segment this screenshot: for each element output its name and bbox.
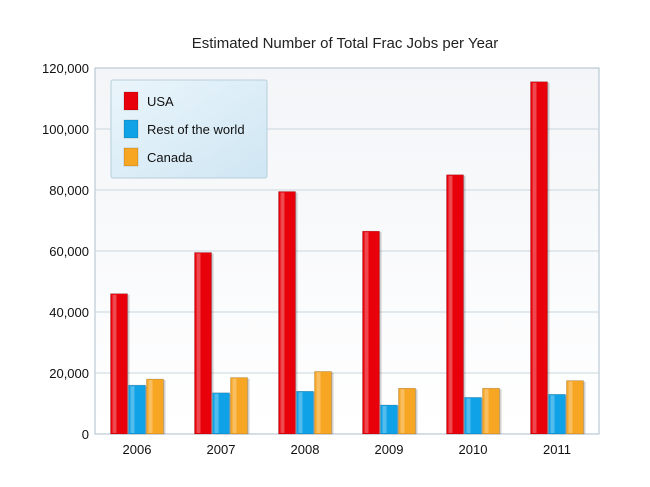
x-tick-label: 2006 xyxy=(123,442,152,457)
legend-label: Canada xyxy=(147,150,193,165)
x-tick-label: 2007 xyxy=(207,442,236,457)
bar-usa-2010 xyxy=(446,174,464,435)
bar-canada-2008 xyxy=(314,371,332,435)
legend-swatch xyxy=(123,147,139,167)
legend-swatch xyxy=(123,119,139,139)
x-tick-label: 2009 xyxy=(375,442,404,457)
bar-canada-2011 xyxy=(566,380,584,435)
bar-highlight xyxy=(148,380,153,433)
y-axis-ticks: 0 20,000 40,000 60,000 80,000 100,000 120,000 xyxy=(42,61,89,442)
bar-highlight xyxy=(466,398,471,433)
bars xyxy=(110,81,586,435)
bar-canada-2010 xyxy=(482,387,500,435)
y-tick-label: 20,000 xyxy=(49,366,89,381)
bar-usa-2009 xyxy=(362,230,380,435)
x-tick-label: 2011 xyxy=(543,442,571,457)
bar-usa-2011 xyxy=(530,81,548,435)
bar-highlight xyxy=(382,406,387,433)
legend-box xyxy=(110,79,268,179)
bar-rest-of-the-world-2010 xyxy=(464,397,482,435)
legend-label: USA xyxy=(147,94,174,109)
bar-highlight xyxy=(550,395,555,433)
bar-highlight xyxy=(532,82,537,433)
legend-label: Rest of the world xyxy=(147,122,245,137)
bar-canada-2006 xyxy=(146,378,164,435)
bar-rest-of-the-world-2009 xyxy=(380,404,398,435)
y-tick-label: 40,000 xyxy=(49,305,89,320)
bar-canada-2007 xyxy=(230,377,248,435)
legend-swatch xyxy=(123,91,139,111)
bar-highlight xyxy=(448,175,453,433)
bar-usa-2008 xyxy=(278,191,296,435)
bar-highlight xyxy=(280,192,285,433)
bar-highlight xyxy=(112,294,117,433)
bar-rest-of-the-world-2008 xyxy=(296,390,314,435)
bar-highlight xyxy=(568,381,573,433)
bar-usa-2007 xyxy=(194,252,212,435)
bar-highlight xyxy=(214,393,219,433)
bar-highlight xyxy=(484,389,489,433)
x-axis-ticks: 2006 2007 2008 2009 2010 2011 xyxy=(123,442,571,457)
bar-rest-of-the-world-2011 xyxy=(548,394,566,435)
y-tick-label: 80,000 xyxy=(49,183,89,198)
bar-usa-2006 xyxy=(110,293,128,435)
y-tick-label: 0 xyxy=(82,427,89,442)
x-tick-label: 2008 xyxy=(291,442,320,457)
bar-highlight xyxy=(316,372,321,433)
bar-rest-of-the-world-2007 xyxy=(212,392,230,435)
x-tick-label: 2010 xyxy=(459,442,488,457)
legend: USA Rest of the world Canada xyxy=(110,79,268,179)
bar-highlight xyxy=(364,232,369,433)
bar-highlight xyxy=(232,378,237,433)
y-tick-label: 60,000 xyxy=(49,244,89,259)
y-tick-label: 120,000 xyxy=(42,61,89,76)
bar-highlight xyxy=(298,392,303,433)
chart-title: Estimated Number of Total Frac Jobs per … xyxy=(192,35,499,52)
bar-highlight xyxy=(196,253,201,433)
bar-rest-of-the-world-2006 xyxy=(128,384,146,435)
bar-highlight xyxy=(130,386,135,433)
bar-highlight xyxy=(400,389,405,433)
bar-canada-2009 xyxy=(398,387,416,435)
y-tick-label: 100,000 xyxy=(42,122,89,137)
